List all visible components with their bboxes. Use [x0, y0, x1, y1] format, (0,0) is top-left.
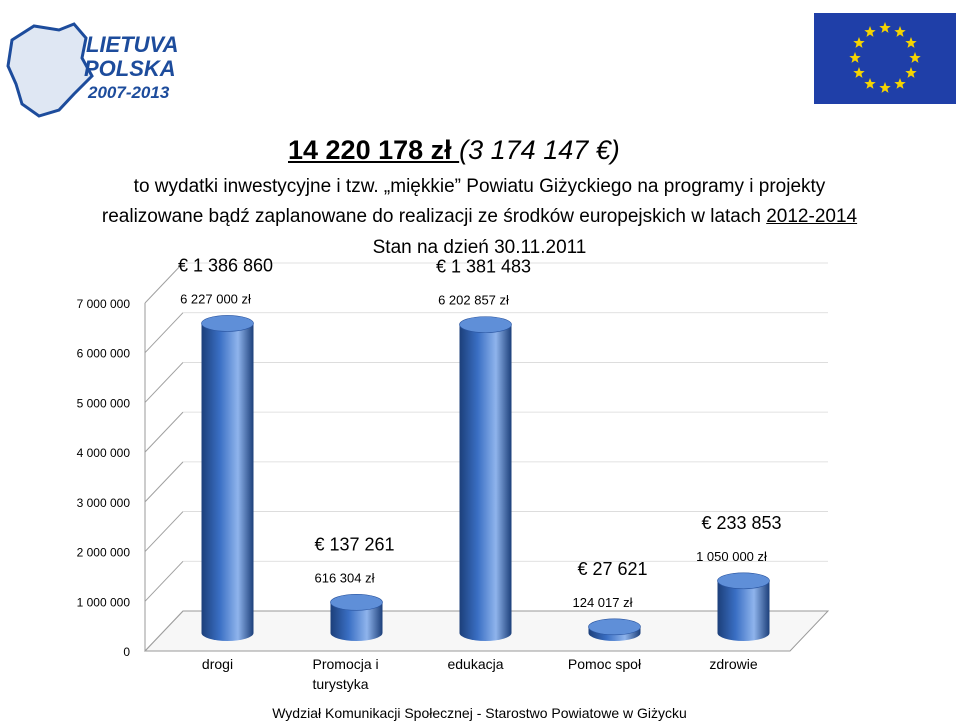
- y-tick-label: 0: [123, 645, 130, 659]
- value-label: 6 202 857 zł: [438, 293, 509, 308]
- x-tick-label: Promocja i: [313, 656, 379, 672]
- bar-chart: 0 1 000 000 2 000 000 3 000 000 4 000 000 5 0…: [0, 0, 959, 700]
- gridline-side: [145, 561, 183, 601]
- eur-label: € 1 381 483: [436, 257, 531, 277]
- bar-top: [718, 573, 770, 589]
- value-label: 124 017 zł: [573, 595, 633, 610]
- x-tick-label: Pomoc społ: [568, 656, 642, 672]
- gridline-side: [145, 313, 183, 353]
- y-tick-label: 3 000 000: [77, 496, 131, 510]
- y-tick-label: 4 000 000: [77, 446, 131, 460]
- bar-body: [718, 581, 770, 641]
- bar-top: [331, 594, 383, 610]
- value-label: 616 304 zł: [315, 570, 375, 585]
- x-tick-label: turystyka: [313, 676, 369, 692]
- bar-3: [460, 317, 512, 641]
- x-tick-label: edukacja: [447, 656, 503, 672]
- gridline-side: [145, 512, 183, 552]
- footer: Wydział Komunikacji Społecznej - Starost…: [0, 705, 959, 721]
- eur-label: € 27 621: [577, 559, 647, 579]
- y-tick-label: 7 000 000: [77, 297, 131, 311]
- eur-label: € 233 853: [701, 513, 781, 533]
- bar-top: [202, 315, 254, 331]
- bar-body: [460, 325, 512, 641]
- x-tick-label: zdrowie: [709, 656, 757, 672]
- value-label: 1 050 000 zł: [696, 549, 767, 564]
- bar-4: [589, 619, 641, 641]
- bar-2: [331, 594, 383, 641]
- bar-body: [202, 323, 254, 641]
- bar-1: [202, 315, 254, 641]
- y-tick-label: 6 000 000: [77, 347, 131, 361]
- eur-label: € 1 386 860: [178, 255, 273, 275]
- gridline-side: [145, 412, 183, 452]
- y-tick-label: 5 000 000: [77, 396, 131, 410]
- x-tick-label: drogi: [202, 656, 233, 672]
- bar-top: [589, 619, 641, 635]
- value-label: 6 227 000 zł: [180, 291, 251, 306]
- bar-5: [718, 573, 770, 641]
- bar-top: [460, 317, 512, 333]
- gridline-side: [145, 362, 183, 402]
- eur-label: € 137 261: [314, 534, 394, 554]
- y-tick-label: 2 000 000: [77, 546, 131, 560]
- gridline-side: [145, 462, 183, 502]
- y-tick-label: 1 000 000: [77, 595, 131, 609]
